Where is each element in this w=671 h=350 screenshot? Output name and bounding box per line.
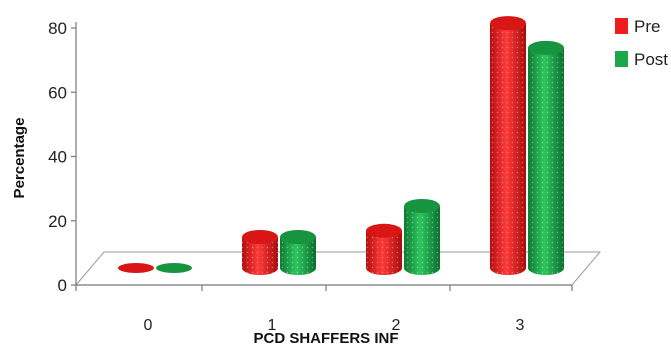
bar-top	[242, 230, 278, 244]
bar-texture	[280, 237, 316, 275]
bar-top	[490, 16, 526, 31]
legend-swatch-post	[615, 51, 628, 67]
bar-texture	[366, 230, 402, 275]
bar-post-0	[156, 263, 192, 273]
bar-top	[366, 223, 402, 238]
bar-top	[404, 199, 440, 213]
y-tick-label: 60	[48, 83, 67, 102]
x-tick-label: 0	[144, 317, 153, 334]
legend-label-pre: Pre	[634, 17, 660, 36]
y-tick-label: 0	[58, 276, 67, 295]
y-tick-label: 40	[48, 148, 67, 167]
bar-pre-1	[242, 230, 278, 275]
legend-swatch-pre	[615, 18, 628, 34]
legend-label-post: Post	[634, 50, 668, 69]
bar-disc	[156, 263, 192, 273]
y-axis-title: Percentage	[11, 118, 28, 199]
bar-post-1	[280, 230, 316, 275]
bar-top	[280, 230, 316, 244]
bar-pre-0	[118, 263, 154, 273]
y-tick-label: 20	[48, 212, 67, 231]
x-tick-label: 3	[516, 317, 525, 334]
x-tick-label: 1	[268, 317, 277, 334]
bar-disc	[118, 263, 154, 273]
bar-texture	[528, 47, 564, 276]
x-axis-title: PCD SHAFFERS INF	[253, 330, 398, 347]
bar-texture	[404, 206, 440, 275]
bar-texture	[490, 23, 526, 275]
bar-texture	[242, 237, 278, 275]
bar-post-3	[528, 40, 564, 276]
chart-axes: 0 20 40 60 80 0 1 2 3	[48, 19, 602, 334]
bar-pre-2	[366, 223, 402, 275]
bar-top	[528, 40, 564, 55]
bar-post-2	[404, 199, 440, 275]
chart-legend: Pre Post	[615, 17, 668, 69]
chart-bars	[118, 16, 564, 276]
x-tick-label: 2	[392, 317, 401, 334]
y-tick-label: 80	[48, 19, 67, 38]
bar-pre-3	[490, 16, 526, 275]
